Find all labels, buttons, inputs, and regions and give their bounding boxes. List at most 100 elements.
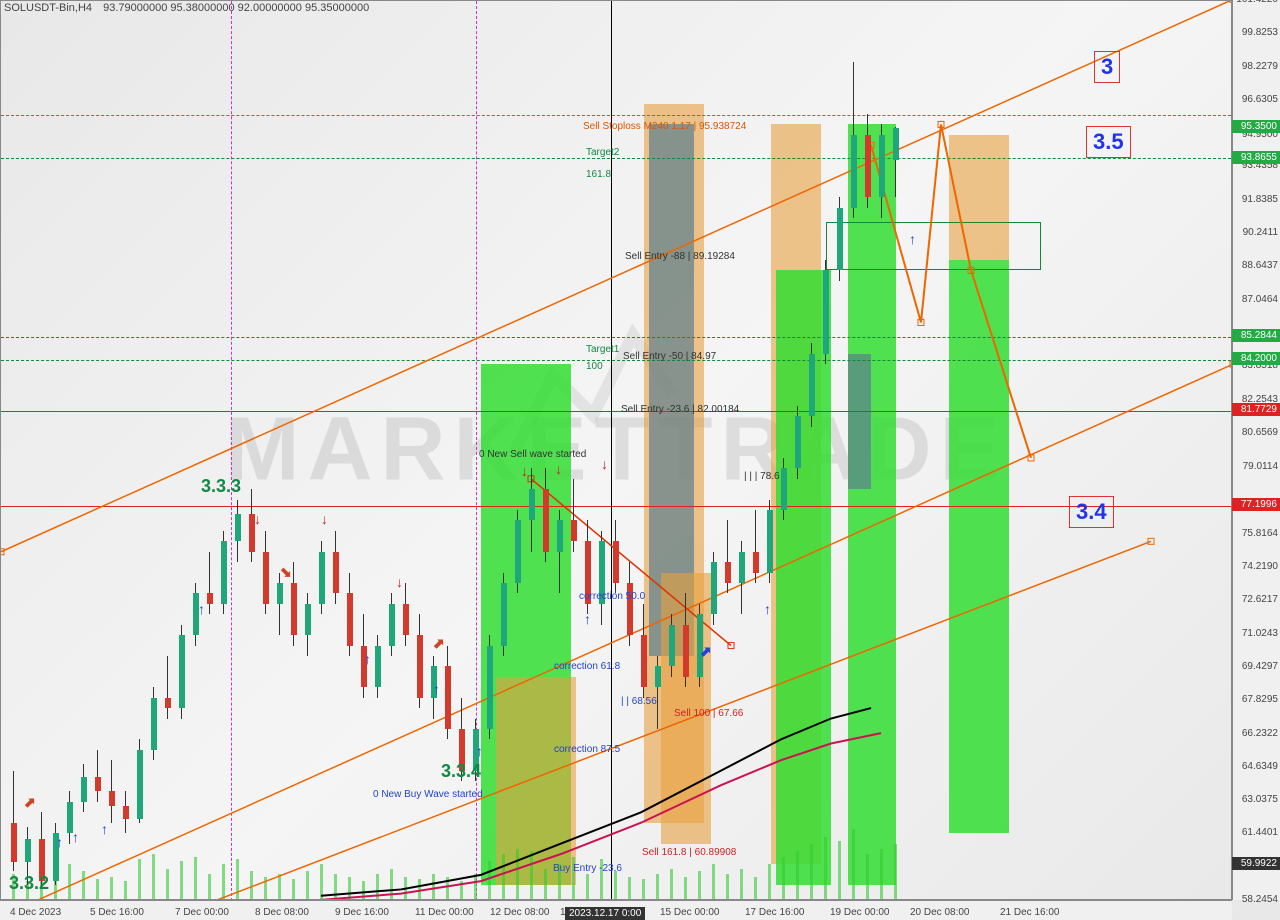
candle xyxy=(415,1,425,900)
candle xyxy=(793,1,803,900)
signal-arrow-icon: ↑ xyxy=(584,611,591,627)
y-highlight-label: 85.2844 xyxy=(1232,329,1280,342)
candle xyxy=(303,1,313,900)
y-highlight-label: 93.8655 xyxy=(1232,151,1280,164)
candle xyxy=(401,1,411,900)
signal-arrow-icon: ↓ xyxy=(521,463,528,479)
x-tick-label: 5 Dec 16:00 xyxy=(90,907,144,918)
y-axis: 101.422099.825398.227996.630594.950093.8… xyxy=(1232,0,1280,900)
x-tick-label: 15 Dec 00:00 xyxy=(660,907,720,918)
candle xyxy=(807,1,817,900)
signal-arrow-icon: ↑ xyxy=(909,231,916,247)
candle xyxy=(779,1,789,900)
y-tick-label: 99.8253 xyxy=(1234,27,1278,38)
y-tick-label: 72.6217 xyxy=(1234,594,1278,605)
x-tick-label: 7 Dec 00:00 xyxy=(175,907,229,918)
chart-annotation: | | | 78.6 xyxy=(744,471,780,482)
signal-arrow-icon: ↑ xyxy=(198,601,205,617)
x-tick-label: 17 Dec 16:00 xyxy=(745,907,805,918)
candle xyxy=(233,1,243,900)
y-tick-label: 71.0243 xyxy=(1234,628,1278,639)
signal-arrow-icon: ↑ xyxy=(56,834,63,850)
candle xyxy=(387,1,397,900)
candle xyxy=(65,1,75,900)
y-tick-label: 63.0375 xyxy=(1234,794,1278,805)
x-tick-label: 8 Dec 08:00 xyxy=(255,907,309,918)
price-zone xyxy=(949,260,1009,833)
signal-arrow-icon: ⬈ xyxy=(24,794,36,811)
x-axis: 4 Dec 20235 Dec 16:007 Dec 00:008 Dec 08… xyxy=(0,900,1232,920)
y-tick-label: 64.6349 xyxy=(1234,761,1278,772)
y-tick-label: 69.4297 xyxy=(1234,661,1278,672)
y-tick-label: 101.4220 xyxy=(1234,0,1278,5)
candle xyxy=(877,1,887,900)
candle xyxy=(23,1,33,900)
y-tick-label: 90.2411 xyxy=(1234,227,1278,238)
candle xyxy=(135,1,145,900)
x-highlight-label: 2023.12.17 0:00 xyxy=(565,907,645,920)
symbol-label: SOLUSDT-Bin,H4 xyxy=(4,2,92,14)
wave-label: 3.3.4 xyxy=(441,761,481,782)
y-tick-label: 75.8164 xyxy=(1234,528,1278,539)
candle xyxy=(611,1,621,900)
y-tick-label: 80.6569 xyxy=(1234,427,1278,438)
candle xyxy=(219,1,229,900)
x-tick-label: 12 Dec 08:00 xyxy=(490,907,550,918)
candle xyxy=(653,1,663,900)
y-tick-label: 87.0464 xyxy=(1234,294,1278,305)
candle xyxy=(751,1,761,900)
candle xyxy=(723,1,733,900)
candle xyxy=(863,1,873,900)
chart-annotation: Sell Stoploss M240 1.17 | 95.938724 xyxy=(583,121,746,132)
candle xyxy=(737,1,747,900)
y-tick-label: 98.2279 xyxy=(1234,61,1278,72)
wave-label: 3.3.3 xyxy=(201,476,241,497)
y-tick-label: 74.2190 xyxy=(1234,561,1278,572)
y-tick-label: 91.8385 xyxy=(1234,194,1278,205)
signal-arrow-icon: ↑ xyxy=(764,601,771,617)
y-highlight-label: 95.3500 xyxy=(1232,120,1280,133)
candle xyxy=(37,1,47,900)
candle xyxy=(821,1,831,900)
candle xyxy=(163,1,173,900)
candle xyxy=(765,1,775,900)
wave-label: 3.5 xyxy=(1086,126,1131,158)
chart-annotation: Buy Entry -23.6 xyxy=(553,863,622,874)
chart-annotation: Target1 xyxy=(586,344,619,355)
signal-arrow-icon: ↑ xyxy=(476,743,483,759)
candle xyxy=(261,1,271,900)
signal-arrow-icon: ↓ xyxy=(321,511,328,527)
x-tick-label: 11 Dec 00:00 xyxy=(415,907,474,918)
x-tick-label: 9 Dec 16:00 xyxy=(335,907,389,918)
signal-arrow-icon: ↑ xyxy=(364,651,371,667)
wave-label: 3.4 xyxy=(1069,496,1114,528)
plot-area[interactable]: MARKETTRADE 3.3.33.3.43.3.233.53.4Sell S… xyxy=(0,0,1232,900)
signal-arrow-icon: ↓ xyxy=(555,461,562,477)
candle xyxy=(107,1,117,900)
chart-annotation: Sell 161.8 | 60.89908 xyxy=(642,847,736,858)
wave-label: 3 xyxy=(1094,51,1120,83)
candle xyxy=(79,1,89,900)
candle xyxy=(695,1,705,900)
chart-annotation: Sell Entry -23.6 | 82.00184 xyxy=(621,404,739,415)
y-tick-label: 88.6437 xyxy=(1234,260,1278,271)
candle xyxy=(275,1,285,900)
candle xyxy=(429,1,439,900)
candle xyxy=(149,1,159,900)
y-tick-label: 96.6305 xyxy=(1234,94,1278,105)
signal-arrow-icon: ⬈ xyxy=(700,643,712,660)
y-highlight-label: 59.9922 xyxy=(1232,857,1280,870)
x-tick-label: 19 Dec 00:00 xyxy=(830,907,890,918)
chart-annotation: 161.8 xyxy=(586,169,611,180)
candle xyxy=(247,1,257,900)
candle xyxy=(359,1,369,900)
candle xyxy=(331,1,341,900)
candle xyxy=(51,1,61,900)
candle xyxy=(93,1,103,900)
chart-annotation: 100 xyxy=(586,361,603,372)
vertical-line xyxy=(231,1,232,900)
chart-annotation: correction 50.0 xyxy=(579,591,645,602)
candle xyxy=(667,1,677,900)
candle xyxy=(625,1,635,900)
candle xyxy=(709,1,719,900)
